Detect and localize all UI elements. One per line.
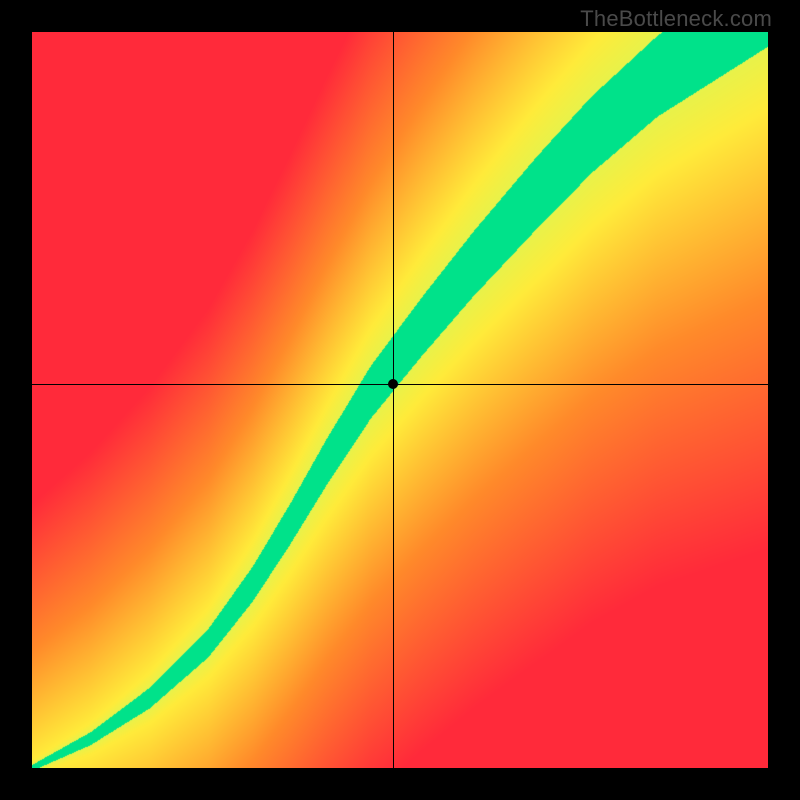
- bottleneck-heatmap-canvas: [32, 32, 768, 768]
- crosshair-marker-dot: [388, 379, 398, 389]
- bottleneck-heatmap-frame: [32, 32, 768, 768]
- crosshair-vertical-line: [393, 32, 394, 768]
- crosshair-horizontal-line: [32, 384, 768, 385]
- watermark-text: TheBottleneck.com: [580, 6, 772, 32]
